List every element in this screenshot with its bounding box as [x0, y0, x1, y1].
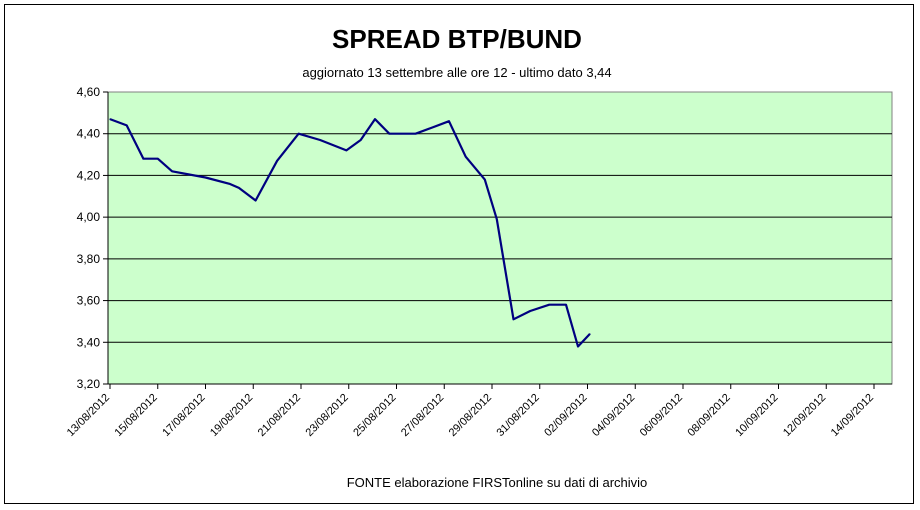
- x-tick-label: 04/09/2012: [590, 392, 637, 439]
- x-tick-label: 23/08/2012: [303, 392, 350, 439]
- data-point: [171, 170, 173, 172]
- x-tick-label: 29/08/2012: [447, 392, 494, 439]
- data-point: [496, 218, 498, 220]
- data-point: [109, 118, 111, 120]
- data-point: [255, 199, 257, 202]
- y-tick-label: 4,40: [77, 127, 101, 141]
- x-tick-label: 14/09/2012: [829, 392, 876, 439]
- data-point: [142, 158, 145, 160]
- x-tick-label: 25/08/2012: [351, 392, 398, 439]
- y-tick-label: 4,60: [77, 85, 101, 99]
- data-point: [157, 158, 159, 160]
- x-axis: 13/08/2012 15/08/2012 17/08/2012 19/08/2012…: [65, 383, 892, 439]
- x-tick-label: 27/08/2012: [399, 392, 446, 439]
- data-point: [238, 187, 240, 189]
- data-point: [360, 139, 362, 141]
- x-tick-label: 06/09/2012: [638, 392, 685, 439]
- data-point: [529, 310, 531, 312]
- y-tick-label: 3,20: [77, 377, 101, 391]
- data-point: [345, 149, 347, 151]
- x-tick-label: 08/09/2012: [685, 392, 732, 439]
- x-tick-label: 21/08/2012: [256, 392, 303, 439]
- data-point: [512, 318, 515, 320]
- data-point: [431, 126, 433, 129]
- x-tick-label: 17/08/2012: [160, 392, 207, 439]
- data-point: [565, 304, 567, 306]
- data-point: [465, 156, 467, 158]
- x-tick-label: 13/08/2012: [65, 392, 112, 439]
- data-point: [448, 120, 450, 122]
- data-point: [577, 345, 579, 348]
- data-point: [374, 118, 376, 120]
- x-tick-label: 10/09/2012: [733, 392, 780, 439]
- y-tick-label: 4,00: [77, 210, 101, 224]
- y-tick-label: 3,40: [77, 335, 101, 349]
- gridlines: [108, 133, 892, 343]
- series-layer: [109, 117, 591, 348]
- x-tick-label: 19/08/2012: [208, 392, 255, 439]
- data-point: [589, 333, 591, 335]
- x-tick-label: 31/08/2012: [494, 392, 541, 439]
- y-axis: 3,20 3,40 3,60 3,80 4,00 4,20 4,40 4,60: [77, 85, 109, 391]
- data-point: [415, 133, 417, 135]
- data-point: [126, 124, 128, 126]
- chart-subtitle: aggiornato 13 settembre alle ore 12 - ul…: [302, 65, 611, 80]
- x-tick-label: 15/08/2012: [112, 392, 159, 439]
- data-point: [388, 133, 390, 135]
- y-tick-label: 3,60: [77, 294, 101, 308]
- x-tick-label: 02/09/2012: [542, 392, 589, 439]
- data-point: [319, 139, 321, 141]
- data-point: [298, 133, 300, 135]
- data-point: [484, 179, 486, 181]
- data-point: [204, 176, 207, 179]
- chart-footer: FONTE elaborazione FIRSTonline su dati d…: [347, 475, 648, 490]
- chart-title: SPREAD BTP/BUND: [332, 24, 582, 54]
- y-tick-label: 4,20: [77, 168, 101, 182]
- y-tick-label: 3,80: [77, 252, 101, 266]
- data-point: [548, 304, 550, 306]
- x-tick-label: 12/09/2012: [781, 392, 828, 439]
- data-point: [228, 183, 230, 185]
- series-line: [109, 117, 591, 348]
- data-point: [276, 160, 278, 162]
